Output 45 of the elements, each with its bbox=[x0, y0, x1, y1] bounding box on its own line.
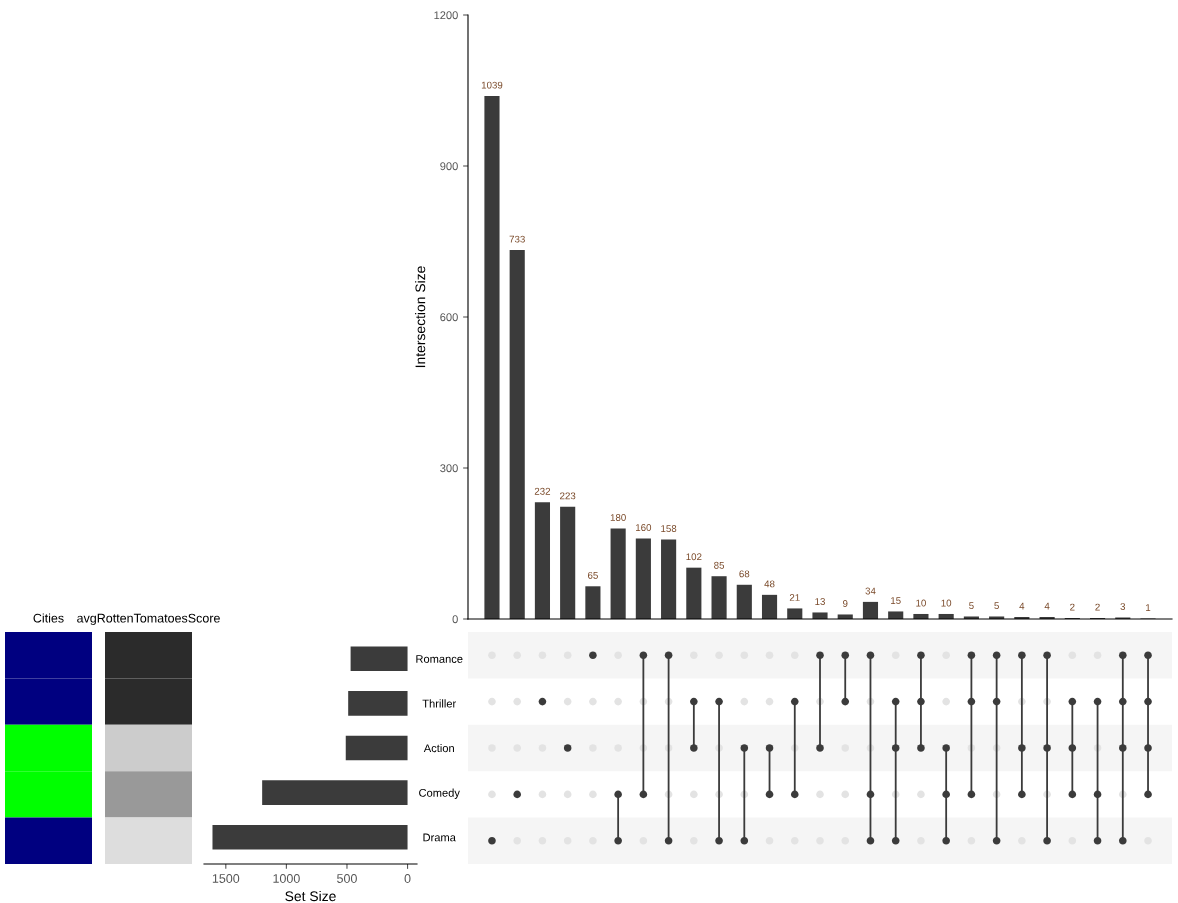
data-label: 34 bbox=[865, 587, 876, 595]
data-label: 3 bbox=[1120, 603, 1126, 611]
data-label: 4 bbox=[1019, 602, 1025, 610]
data-label: 2 bbox=[1070, 603, 1075, 611]
y-tick-label: Comedy bbox=[419, 788, 460, 799]
y-tick-label: 300 bbox=[440, 464, 458, 473]
x-tick-label: 1000 bbox=[273, 874, 300, 883]
data-label: 13 bbox=[815, 598, 825, 605]
data-label: 48 bbox=[764, 580, 775, 588]
x-tick-label: 0 bbox=[404, 874, 411, 883]
y-tick-label: 1200 bbox=[434, 11, 458, 20]
data-label: 85 bbox=[714, 561, 725, 569]
data-label: 1 bbox=[1146, 604, 1151, 611]
data-label: 68 bbox=[739, 570, 750, 578]
y-tick-label: 0 bbox=[452, 615, 458, 624]
data-label: 158 bbox=[661, 525, 677, 532]
y-tick-label: 600 bbox=[440, 313, 458, 322]
data-label: 4 bbox=[1044, 602, 1050, 610]
y-axis-title: Intersection Size bbox=[415, 266, 426, 368]
data-label: 232 bbox=[534, 487, 551, 495]
y-tick-label: Thriller bbox=[422, 699, 457, 708]
data-label: 65 bbox=[587, 571, 598, 579]
data-label: 733 bbox=[509, 235, 525, 243]
data-label: 102 bbox=[686, 553, 702, 561]
data-label: 15 bbox=[891, 597, 901, 604]
data-label: 1039 bbox=[481, 81, 503, 89]
data-label: 160 bbox=[636, 524, 652, 531]
data-label: 223 bbox=[560, 492, 576, 500]
y-tick-label: 900 bbox=[440, 162, 458, 171]
data-label: 2 bbox=[1095, 603, 1100, 611]
data-label: 10 bbox=[941, 599, 952, 607]
category-label: avgRottenTomatoesScore bbox=[77, 613, 220, 626]
data-label: 5 bbox=[994, 602, 999, 610]
y-tick-label: Action bbox=[423, 743, 454, 753]
category-label: Cities bbox=[33, 613, 64, 623]
data-label: 9 bbox=[842, 600, 848, 607]
x-tick-label: 500 bbox=[337, 874, 357, 883]
data-label: 180 bbox=[610, 514, 626, 521]
y-tick-label: Romance bbox=[416, 655, 463, 663]
data-label: 5 bbox=[969, 602, 974, 610]
data-label: 10 bbox=[916, 599, 926, 607]
y-tick-label: Drama bbox=[423, 833, 456, 842]
data-label: 21 bbox=[789, 594, 800, 601]
x-axis-title: Set Size bbox=[285, 890, 336, 902]
x-tick-label: 1500 bbox=[212, 874, 240, 883]
